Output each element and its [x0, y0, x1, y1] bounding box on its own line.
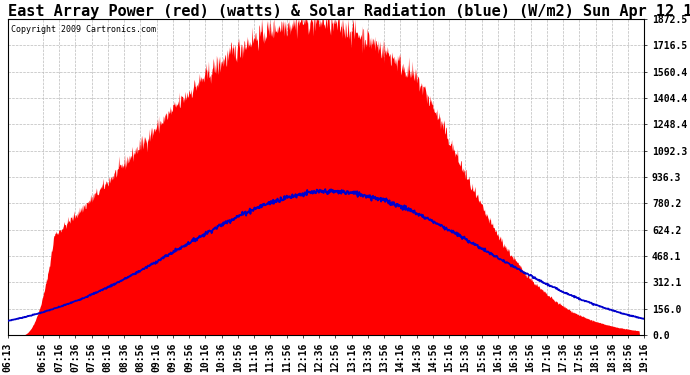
Text: Copyright 2009 Cartronics.com: Copyright 2009 Cartronics.com [11, 25, 156, 34]
Text: East Array Power (red) (watts) & Solar Radiation (blue) (W/m2) Sun Apr 12 19:24: East Array Power (red) (watts) & Solar R… [8, 3, 690, 19]
